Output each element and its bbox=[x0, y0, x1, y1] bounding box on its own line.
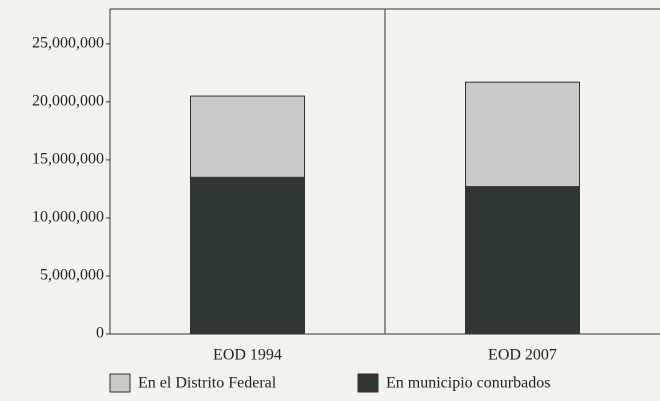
x-tick-label: EOD 1994 bbox=[213, 347, 282, 364]
y-tick-label: 5,000,000 bbox=[40, 267, 104, 284]
y-tick-label: 20,000,000 bbox=[32, 93, 104, 110]
bar-segment bbox=[465, 186, 580, 335]
legend-swatch bbox=[357, 373, 379, 393]
legend-label: En municipio conurbados bbox=[386, 375, 550, 392]
legend-label: En el Distrito Federal bbox=[138, 375, 277, 392]
bar-segment bbox=[190, 176, 305, 335]
y-tick-label: 0 bbox=[96, 325, 104, 342]
x-tick-label: EOD 2007 bbox=[488, 347, 557, 364]
y-tick-label: 15,000,000 bbox=[32, 151, 104, 168]
bar-segment bbox=[465, 81, 580, 188]
y-tick-label: 10,000,000 bbox=[32, 209, 104, 226]
bar-segment bbox=[190, 95, 305, 178]
legend-swatch bbox=[109, 373, 131, 393]
y-tick-label: 25,000,000 bbox=[32, 34, 104, 51]
